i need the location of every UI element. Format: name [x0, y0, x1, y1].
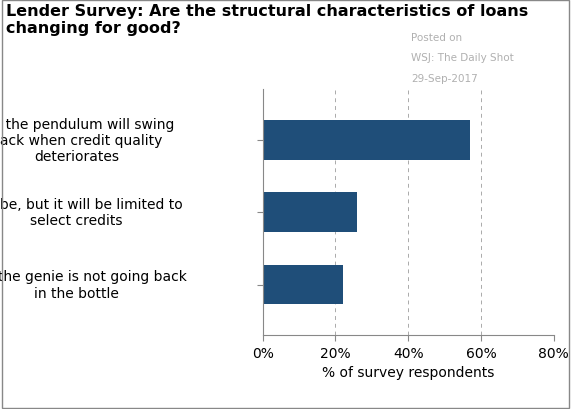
Text: 29-Sep-2017: 29-Sep-2017: [411, 74, 478, 83]
Text: Posted on: Posted on: [411, 33, 463, 43]
Bar: [263, 265, 343, 305]
X-axis label: % of survey respondents: % of survey respondents: [322, 365, 494, 379]
Bar: [263, 121, 470, 160]
Text: WSJ: The Daily Shot: WSJ: The Daily Shot: [411, 53, 514, 63]
Text: Lender Survey: Are the structural characteristics of loans changing for good?: Lender Survey: Are the structural charac…: [6, 4, 528, 36]
Bar: [263, 193, 357, 233]
